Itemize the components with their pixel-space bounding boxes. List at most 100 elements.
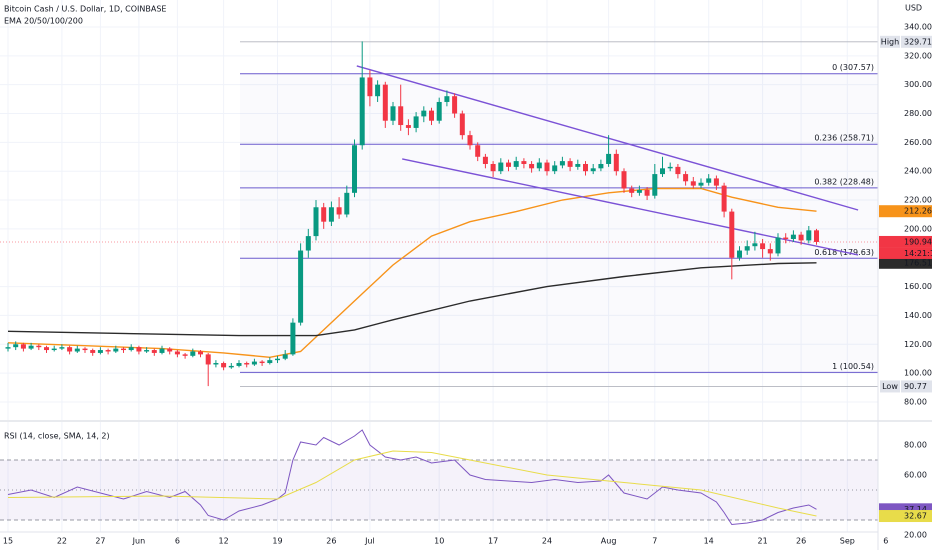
candle-body (251, 361, 257, 365)
candle-body (259, 361, 265, 364)
y-tick-label: 280.00 (904, 109, 932, 118)
ema-line (7, 262, 817, 337)
candle-body (290, 322, 296, 355)
candle-body (328, 207, 334, 222)
candle-body (590, 168, 596, 172)
candle-body (644, 189, 650, 196)
candle-body (475, 145, 481, 157)
extreme-tag (880, 380, 900, 393)
ema-badge-bg (879, 205, 932, 218)
candle-body (190, 351, 196, 356)
candle-body (113, 348, 119, 352)
candle-body (313, 207, 319, 237)
candle-body (690, 181, 696, 186)
x-tick-label: 14 (704, 537, 714, 546)
candle-body (552, 165, 558, 172)
x-tick-label: 7 (652, 537, 657, 546)
y-tick-label: 320.00 (904, 51, 932, 60)
candle-body (36, 345, 42, 348)
candle-body (737, 250, 743, 258)
candle-body (444, 96, 450, 102)
candle-body (282, 354, 288, 359)
fib-zone (240, 74, 878, 373)
candle-body (20, 344, 26, 349)
candle-body (413, 116, 419, 128)
candle-body (490, 163, 496, 172)
candle-body (767, 249, 773, 254)
candle-body (814, 230, 820, 242)
candle-body (536, 162, 542, 169)
candle-body (128, 347, 134, 351)
candle-body (698, 182, 704, 186)
rsi-badge: 37.14 (904, 505, 927, 514)
ema-badge: 212.26 (904, 207, 932, 216)
rsi-line (7, 450, 817, 517)
candle-body (498, 162, 504, 172)
x-tick-label: 6 (883, 537, 888, 546)
y-tick-label: 220.00 (904, 196, 932, 205)
ema-badge: 176.51 (904, 258, 932, 267)
rsi-title: RSI (14, close, SMA, 14, 2) (4, 432, 110, 441)
extreme-label: Low (882, 382, 898, 391)
y-tick-label: 80.00 (904, 397, 927, 406)
trendline (356, 65, 859, 211)
y-tick-label: 200.00 (904, 224, 932, 233)
y-tick-label: 340.00 (904, 22, 932, 31)
plot-area: 0 (307.57)0.236 (258.71)0.382 (228.48)0.… (0, 41, 878, 526)
x-tick-label: 17 (488, 537, 498, 546)
candle-body (798, 234, 804, 241)
candle-body (521, 161, 527, 164)
axes: 15 22 27 Jun 6 12 19 26 Jul 10 17 24 Aug 7 14 21 26 Sep 6 3… (3, 22, 932, 546)
rsi-tick-label: 60.00 (904, 470, 927, 479)
x-tick-label: 6 (175, 537, 180, 546)
candle-body (344, 192, 350, 215)
candle-body (436, 101, 442, 121)
candle-body (806, 230, 812, 241)
candle-body (529, 163, 535, 169)
candle-body (506, 162, 512, 167)
candle-body (305, 236, 311, 251)
extreme-badge (901, 35, 932, 48)
fib-label: 0.236 (258.71) (814, 134, 874, 143)
fib-label: 1 (100.54) (832, 362, 874, 371)
candle-body (228, 365, 234, 368)
candle-body (298, 250, 304, 323)
x-tick-label: Jul (364, 537, 375, 546)
extreme-value: 329.71 (904, 37, 932, 46)
extreme-label: High (881, 37, 899, 46)
candle-body (421, 110, 427, 117)
candle-body (67, 347, 73, 352)
candle-body (598, 163, 604, 169)
candle-body (267, 360, 273, 364)
candle-body (74, 348, 80, 352)
candle-body (167, 348, 173, 352)
trendline (402, 158, 859, 256)
candle-body (336, 207, 342, 215)
candle-body (398, 106, 404, 126)
x-tick-label: Aug (601, 537, 617, 546)
candle-body (575, 163, 581, 167)
x-tick-label: 26 (796, 537, 806, 546)
candle-body (544, 162, 550, 172)
candle-body (636, 189, 642, 193)
candle-body (583, 163, 589, 172)
candle-body (629, 188, 635, 193)
rsi-tick-label: 20.00 (904, 531, 927, 540)
x-tick-label: Jun (132, 537, 146, 546)
candle-body (760, 243, 766, 250)
candle-body (390, 106, 396, 121)
candle-body (90, 350, 96, 353)
rsi-line (7, 429, 817, 526)
y-tick-label: 300.00 (904, 80, 932, 89)
candle-body (790, 234, 796, 239)
candle-body (182, 354, 188, 356)
candle-body (151, 350, 157, 353)
x-tick-label: 10 (434, 537, 444, 546)
y-tick-label: 120.00 (904, 340, 932, 349)
x-tick-label: 22 (57, 537, 67, 546)
y-tick-label: 100.00 (904, 369, 932, 378)
candle-body (159, 348, 165, 353)
currency: USD (905, 4, 922, 13)
y-tick-label: 160.00 (904, 282, 932, 291)
candle-body (221, 363, 227, 368)
